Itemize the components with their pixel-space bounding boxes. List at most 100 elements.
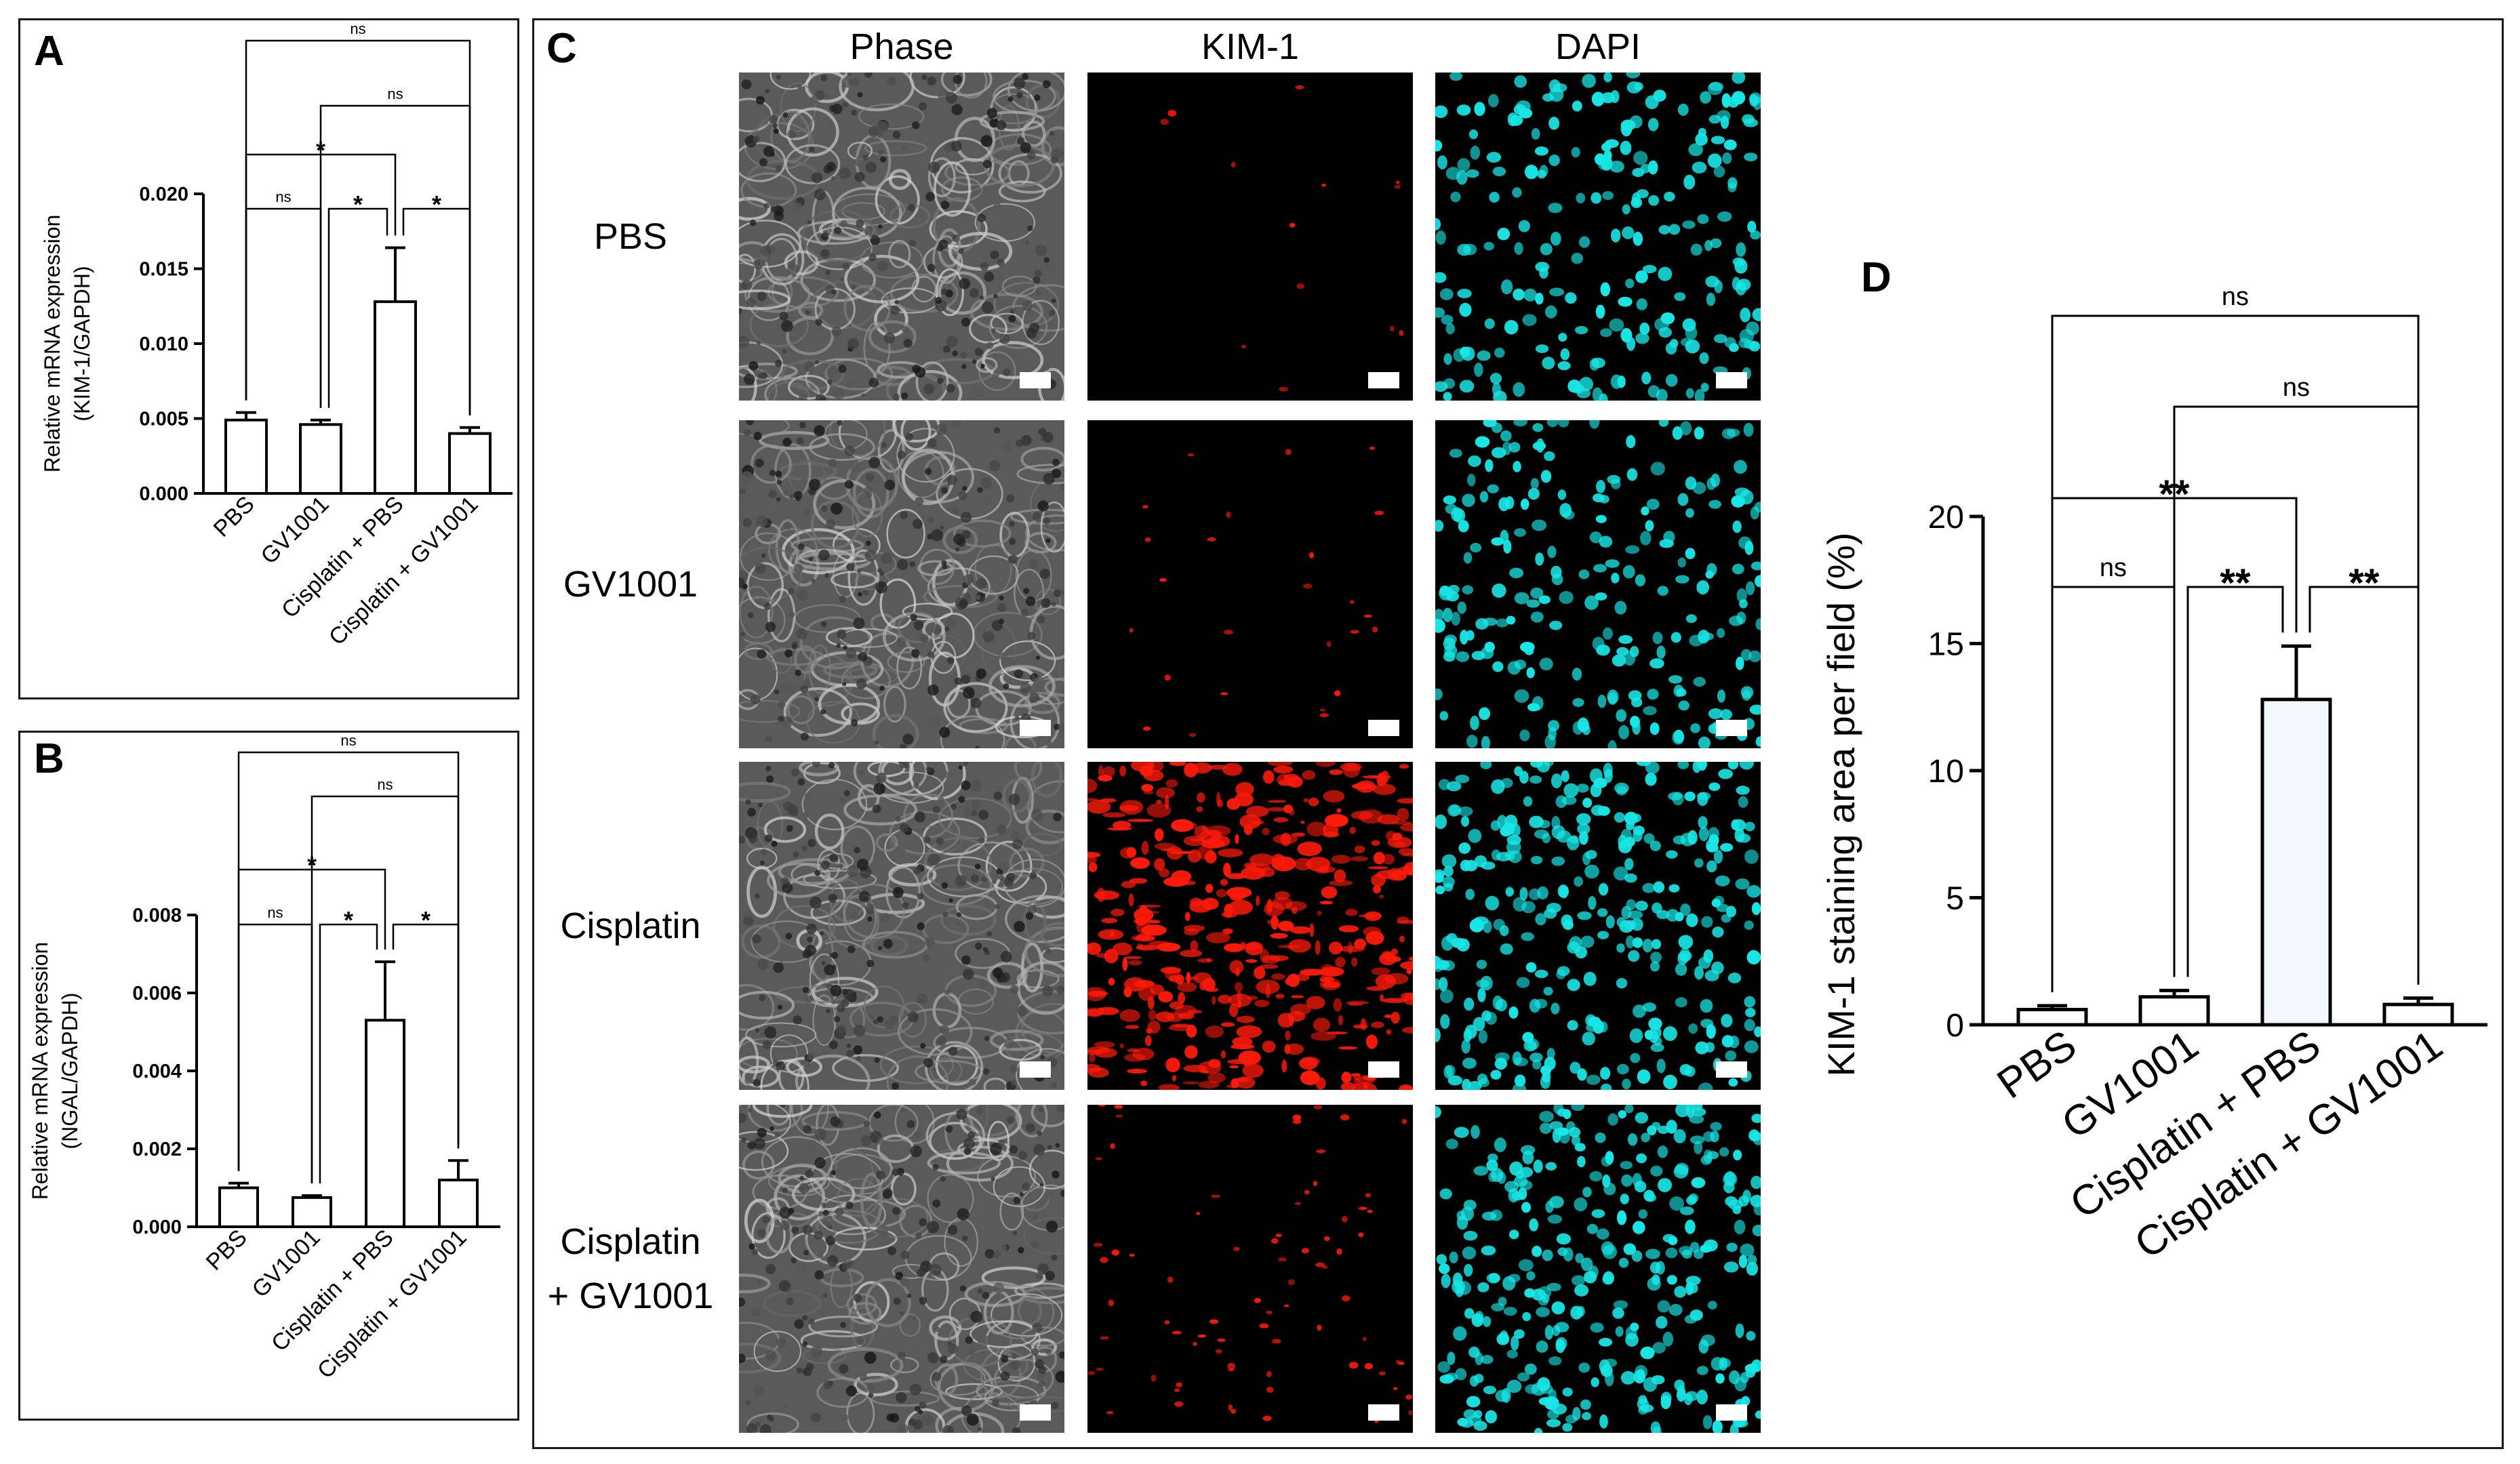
dapi-nucleus [1536,438,1544,453]
phase-nucleus [958,491,967,500]
kim1-signal [1124,956,1142,959]
phase-nucleus [765,622,776,632]
kim1-signal [1266,899,1273,914]
dapi-nucleus [1461,1206,1474,1221]
dapi-nucleus [1685,1065,1696,1077]
kim1-signal [1218,994,1232,1004]
category-label: PBS [209,491,260,542]
tissue-outline [897,369,963,401]
phase-nucleus [802,1341,808,1347]
kim1-signal [1113,821,1132,830]
dapi-nucleus [1668,224,1681,235]
phase-nucleus [831,998,837,1004]
dapi-nucleus [1734,460,1747,474]
phase-nucleus [739,836,746,844]
tissue-outline [985,840,1033,892]
tissue-outline [976,357,998,373]
phase-nucleus [760,849,767,855]
phase-nucleus [989,460,1001,471]
phase-nucleus [873,1111,881,1119]
phase-nucleus [748,1243,756,1250]
phase-nucleus [932,805,940,813]
phase-nucleus [771,840,778,847]
significance-label: ns [267,904,283,921]
kim1-signal [1211,1194,1220,1198]
phase-nucleus [999,275,1003,280]
phase-nucleus [814,697,819,702]
phase-nucleus [1006,494,1015,503]
dapi-nucleus [1481,735,1490,748]
kim1-signal [1285,449,1292,455]
dapi-nucleus [1650,1421,1661,1433]
phase-nucleus [845,1201,854,1209]
dapi-nucleus [1435,218,1441,231]
kim1-signal [1127,819,1154,822]
phase-nucleus [858,652,868,662]
dapi-nucleus [1666,1120,1677,1134]
dapi-nucleus [1631,192,1641,206]
dapi-nucleus [1577,1156,1586,1168]
dapi-nucleus [1494,1052,1510,1062]
kim1-signal [1108,1299,1115,1307]
significance-bracket [327,207,388,408]
kim1-signal [1329,941,1343,955]
kim1-signal [1184,762,1198,777]
kim1-signal [1245,806,1269,817]
tissue-outline [948,232,1013,271]
tissue-outline [988,304,1048,349]
dapi-nucleus [1535,262,1550,272]
kim1-signal [1280,832,1292,847]
phase-nucleus [1034,269,1042,277]
dapi-nucleus [1516,100,1531,113]
dapi-nucleus [1665,373,1678,387]
phase-nucleus [978,836,985,844]
kim1-signal [1358,1206,1367,1211]
phase-nucleus [780,684,787,692]
phase-nucleus [839,1364,849,1374]
phase-nucleus [951,803,957,810]
dapi-nucleus [1551,815,1561,830]
phase-nucleus [791,768,799,777]
phase-nucleus [778,715,784,723]
phase-nucleus [768,490,777,499]
kim1-signal [1270,933,1288,939]
tissue-outline [1020,1326,1064,1347]
tissue-outline [999,640,1056,681]
dapi-nucleus [1662,1331,1674,1347]
kim1-signal [1338,925,1359,933]
dapi-nucleus [1547,1214,1562,1224]
dapi-nucleus [1728,1078,1738,1087]
dapi-nucleus [1649,658,1664,669]
dapi-nucleus [1626,435,1636,449]
phase-nucleus [870,235,881,245]
phase-nucleus [797,589,809,601]
dapi-nucleus [1697,214,1709,224]
kim1-signal [1155,828,1164,841]
kim1-signal [1178,992,1186,1004]
phase-nucleus [755,598,762,605]
tissue-outline [860,241,923,279]
phase-nucleus [1060,1190,1064,1198]
kim1-signal [1216,889,1227,898]
dapi-nucleus [1546,1282,1561,1292]
kim1-signal [1307,1068,1313,1079]
dapi-nucleus [1445,504,1458,514]
dapi-nucleus [1738,796,1748,808]
dapi-nucleus [1540,470,1552,483]
phase-nucleus [772,123,778,129]
kim1-signal [1256,895,1260,906]
phase-nucleus [922,954,930,962]
phase-nucleus [917,893,924,900]
dapi-nucleus [1455,1368,1467,1381]
phase-nucleus [919,1297,927,1305]
phase-nucleus [887,263,892,268]
tissue-outline [1021,1002,1064,1054]
phase-nucleus [969,1078,976,1086]
dapi-nucleus [1678,935,1694,950]
bar-0 [218,1186,259,1228]
tissue-outline [1031,1105,1064,1128]
phase-nucleus [993,202,1001,210]
phase-nucleus [829,853,839,863]
dapi-nucleus [1500,430,1512,442]
phase-nucleus [807,936,813,943]
